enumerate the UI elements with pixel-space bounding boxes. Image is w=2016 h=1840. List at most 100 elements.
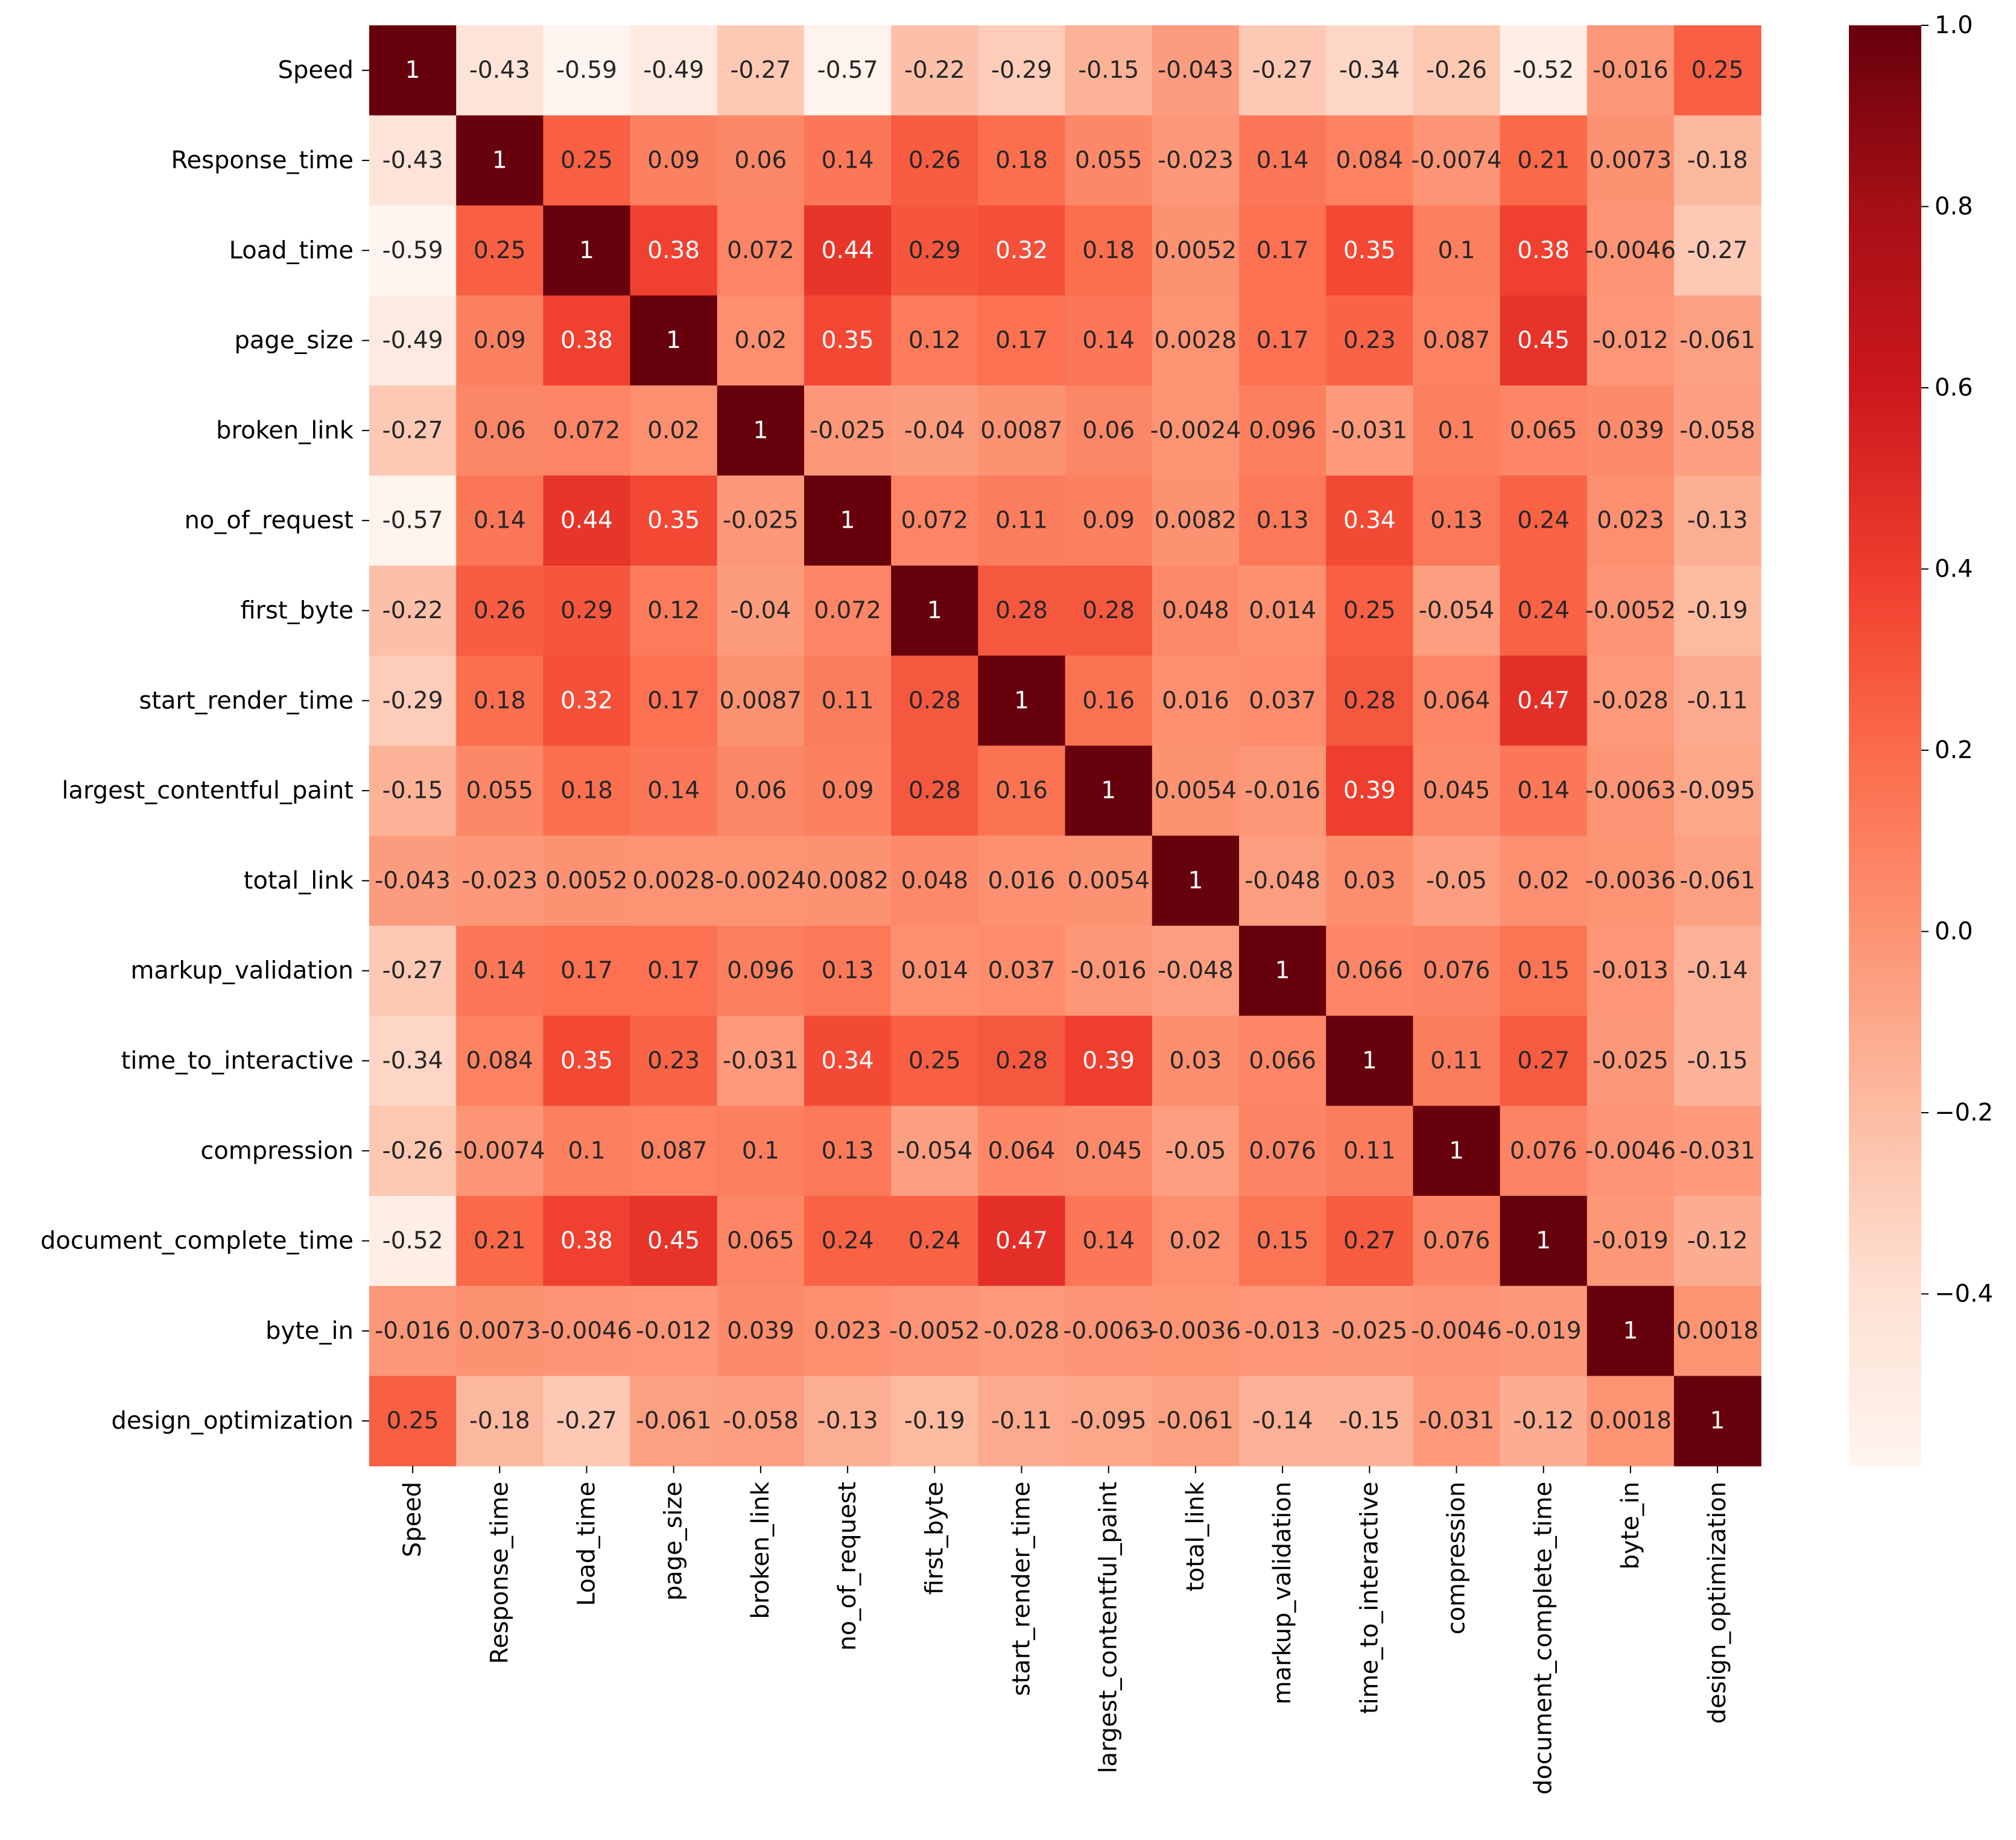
heatmap-cell-label: -0.14 (1687, 957, 1748, 984)
heatmap-cell (1500, 115, 1588, 206)
heatmap-cell-label: 0.17 (995, 327, 1048, 354)
heatmap-cell-label: -0.0024 (1150, 417, 1241, 444)
heatmap-cell-label: 0.38 (560, 1227, 613, 1254)
heatmap-cell-label: 0.048 (1162, 597, 1229, 624)
heatmap-cell (369, 1105, 457, 1197)
heatmap-cell-label: 0.28 (1082, 597, 1135, 624)
heatmap-cell (630, 205, 718, 296)
heatmap-cell (804, 115, 892, 206)
heatmap-cell (1239, 205, 1327, 296)
heatmap-cell (1674, 295, 1761, 386)
heatmap-cell-label: -0.57 (382, 507, 443, 534)
heatmap-cell-label: 0.039 (727, 1317, 794, 1344)
heatmap-cell-label: 0.037 (1249, 687, 1316, 714)
heatmap-cell (1413, 926, 1501, 1016)
heatmap-cell-label: -0.11 (1687, 687, 1748, 714)
heatmap-cell (1065, 295, 1153, 386)
heatmap-cell-label: 0.087 (640, 1137, 708, 1165)
heatmap-cell-label: 0.014 (1249, 597, 1316, 624)
heatmap-cell-label: -0.19 (1687, 597, 1748, 624)
heatmap-cell-label: 1 (840, 507, 855, 534)
heatmap-cell (630, 385, 718, 476)
heatmap-cell (891, 205, 978, 296)
heatmap-cell (804, 745, 892, 836)
colorbar-tick-label: 0.2 (1935, 736, 1973, 764)
heatmap-cell (543, 745, 631, 836)
heatmap-cell-label: -0.025 (810, 417, 886, 444)
heatmap-cell-label: 0.17 (1257, 237, 1309, 264)
heatmap-cell-label: 0.0054 (1067, 867, 1149, 894)
heatmap-cell-label: 0.39 (1082, 1047, 1135, 1074)
heatmap-cell-label: 0.09 (822, 777, 874, 805)
heatmap-cell (717, 385, 805, 476)
heatmap-cell (891, 1195, 978, 1286)
heatmap-cell (1326, 835, 1413, 926)
heatmap-cell (1500, 475, 1588, 566)
x-axis-tick-label: Response_time (486, 1482, 513, 1664)
heatmap-cell (1152, 565, 1240, 656)
heatmap-cell (1152, 926, 1240, 1016)
heatmap-cell-label: -0.26 (1426, 57, 1487, 84)
heatmap-cell-label: 0.24 (822, 1227, 874, 1254)
heatmap-cell (543, 295, 631, 386)
heatmap-cell (630, 1105, 718, 1197)
heatmap-cell-label: 0.14 (474, 507, 526, 534)
heatmap-cell-label: 0.065 (1510, 417, 1577, 444)
heatmap-cell (369, 1376, 457, 1467)
heatmap-cell (978, 1016, 1066, 1107)
heatmap-cell (1413, 1016, 1501, 1107)
heatmap-cell (1674, 1195, 1761, 1286)
heatmap-cell (1065, 115, 1153, 206)
heatmap-cell-label: 0.1 (568, 1137, 605, 1165)
heatmap-cell (369, 1286, 457, 1377)
heatmap-cell-label: 0.13 (1430, 507, 1483, 534)
y-axis-tick-label: start_render_time (139, 687, 353, 715)
heatmap-cell-label: 0.02 (647, 417, 700, 444)
heatmap-cell-label: 0.14 (822, 147, 874, 174)
heatmap-cell (1413, 205, 1501, 296)
heatmap-cell (1239, 745, 1327, 836)
heatmap-cell-label: -0.15 (382, 777, 443, 805)
heatmap-cell (1586, 656, 1675, 746)
heatmap-cell-label: 0.072 (727, 237, 794, 264)
heatmap-cell (369, 385, 457, 476)
heatmap-cell (1065, 835, 1153, 926)
heatmap-cell (1239, 1195, 1327, 1286)
heatmap-cell-label: 0.064 (988, 1137, 1056, 1165)
heatmap-cell-label: -0.0046 (1585, 237, 1676, 264)
heatmap-cell-label: 0.06 (1082, 417, 1135, 444)
heatmap-cell-label: 0.23 (1343, 327, 1396, 354)
heatmap-cell-label: -0.061 (636, 1408, 712, 1435)
heatmap-cell (1239, 656, 1327, 746)
heatmap-cell (456, 656, 544, 746)
heatmap-cell (1065, 1376, 1153, 1467)
colorbar-tick-label: 1.0 (1935, 11, 1973, 39)
heatmap-cell-label: -0.43 (469, 57, 530, 84)
heatmap-cell-label: -0.43 (382, 147, 443, 174)
heatmap-cell-label: -0.22 (382, 597, 443, 624)
heatmap-cell (1065, 385, 1153, 476)
heatmap-cell-label: -0.0052 (1585, 597, 1676, 624)
heatmap-cell (630, 1195, 718, 1286)
heatmap-cell-label: 0.0073 (458, 1317, 540, 1344)
x-axis-tick-label: page_size (660, 1482, 688, 1601)
heatmap-cell-label: -0.0046 (541, 1317, 632, 1344)
heatmap-cell-label: 1 (1014, 687, 1029, 714)
heatmap-cell-label: -0.031 (1679, 1137, 1755, 1165)
heatmap-cell (717, 745, 805, 836)
heatmap-cell (1413, 385, 1501, 476)
heatmap-cell-label: 0.38 (647, 237, 700, 264)
heatmap-cell-label: 1 (1362, 1047, 1377, 1074)
heatmap-cell-label: 0.09 (647, 147, 700, 174)
heatmap-cell-label: 0.25 (1343, 597, 1396, 624)
heatmap-cell-label: 0.11 (1343, 1137, 1396, 1165)
y-axis-tick-label: compression (200, 1137, 353, 1165)
heatmap-cell (978, 1286, 1066, 1377)
heatmap-cell (1065, 1195, 1153, 1286)
heatmap-cell-label: 0.016 (988, 867, 1056, 894)
heatmap-cell-label: 0.11 (822, 687, 874, 714)
heatmap-cell (1413, 656, 1501, 746)
heatmap-cell (1674, 25, 1761, 116)
heatmap-cell (543, 1286, 631, 1377)
heatmap-cell-label: -0.0046 (1411, 1317, 1502, 1344)
